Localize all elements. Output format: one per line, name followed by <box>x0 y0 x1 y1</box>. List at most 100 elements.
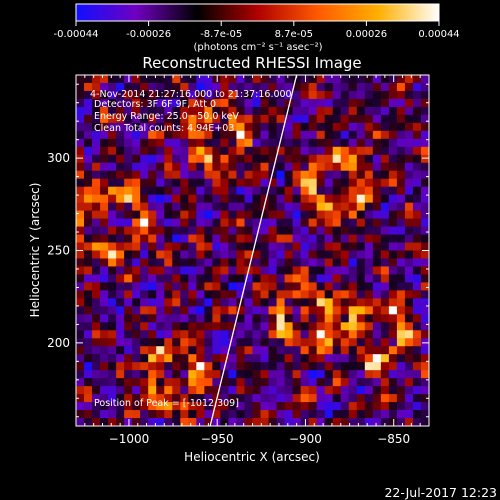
heatmap-cell <box>276 170 285 180</box>
heatmap-cell <box>204 210 213 219</box>
heatmap-cell <box>196 130 205 140</box>
heatmap-cell <box>164 242 173 251</box>
heatmap-cell <box>252 146 261 156</box>
heatmap-cell <box>260 362 269 371</box>
heatmap-cell <box>412 226 422 235</box>
heatmap-cell <box>276 122 285 132</box>
heatmap-cell <box>372 298 382 307</box>
heatmap-cell <box>108 346 117 355</box>
heatmap-cell <box>316 138 326 148</box>
heatmap-cell <box>100 402 109 411</box>
heatmap-cell <box>268 194 277 204</box>
heatmap-cell <box>164 266 173 275</box>
heatmap-cell <box>172 394 181 403</box>
heatmap-cell <box>212 330 221 339</box>
heatmap-cell <box>140 402 149 411</box>
heatmap-cell <box>404 242 414 251</box>
heatmap-cell <box>92 370 101 379</box>
heatmap-cell <box>412 258 422 267</box>
heatmap-cell <box>372 186 382 196</box>
heatmap-cell <box>388 274 398 283</box>
heatmap-cell <box>324 362 334 371</box>
heatmap-cell <box>260 98 269 108</box>
heatmap-cell <box>212 370 221 379</box>
heatmap-cell <box>308 306 318 315</box>
heatmap-cell <box>252 106 261 116</box>
heatmap-cell <box>420 82 429 92</box>
heatmap-cell <box>300 170 310 180</box>
heatmap-cell <box>348 162 358 172</box>
heatmap-cell <box>180 418 189 426</box>
heatmap-cell <box>260 410 269 419</box>
heatmap-cell <box>148 258 157 267</box>
heatmap-cell <box>124 346 133 355</box>
heatmap-cell <box>140 170 149 180</box>
heatmap-cell <box>260 394 269 403</box>
heatmap-cell <box>380 290 390 299</box>
heatmap-cell <box>84 75 93 84</box>
heatmap-cell <box>236 130 245 140</box>
heatmap-cell <box>116 266 125 275</box>
heatmap-cell <box>244 250 253 259</box>
heatmap-cell <box>284 314 294 323</box>
heatmap-cell <box>84 274 93 283</box>
heatmap-cell <box>148 362 157 371</box>
heatmap-cell <box>276 162 285 172</box>
heatmap-cell <box>188 82 197 92</box>
heatmap-cell <box>308 242 318 251</box>
heatmap-cell <box>196 410 205 419</box>
heatmap-cell <box>404 354 414 363</box>
heatmap-cell <box>164 378 173 387</box>
heatmap-cell <box>396 274 406 283</box>
heatmap-cell <box>92 82 101 92</box>
heatmap-cell <box>300 154 310 164</box>
heatmap-cell <box>212 418 221 426</box>
heatmap-cell <box>236 234 245 243</box>
heatmap-cell <box>420 75 429 84</box>
heatmap-cell <box>340 418 350 426</box>
heatmap-cell <box>292 370 302 379</box>
heatmap-cell <box>84 90 93 100</box>
heatmap-cell <box>148 106 157 116</box>
heatmap-cell <box>348 194 358 204</box>
heatmap-cell <box>396 226 406 235</box>
heatmap-cell <box>268 154 277 164</box>
heatmap-cell <box>92 410 101 419</box>
heatmap-cell <box>316 394 326 403</box>
heatmap-cell <box>220 258 229 267</box>
heatmap-cell <box>244 346 253 355</box>
heatmap-cell <box>148 410 157 419</box>
heatmap-cell <box>420 282 429 291</box>
heatmap-cell <box>164 298 173 307</box>
heatmap-cell <box>180 154 189 164</box>
heatmap-cell <box>292 106 302 116</box>
heatmap-cell <box>116 242 125 251</box>
heatmap-cell <box>396 250 406 259</box>
heatmap-cell <box>276 234 285 243</box>
heatmap-cell <box>420 410 429 419</box>
heatmap-cell <box>300 322 310 331</box>
heatmap-cell <box>420 90 429 100</box>
heatmap-cell <box>140 338 149 347</box>
heatmap-cell <box>140 282 149 291</box>
heatmap-cell <box>292 282 302 291</box>
heatmap-cell <box>332 394 342 403</box>
heatmap-cell <box>132 410 141 419</box>
heatmap-cell <box>316 370 326 379</box>
heatmap-cell <box>164 90 173 100</box>
heatmap-cell <box>340 330 350 339</box>
heatmap-cell <box>100 234 109 243</box>
heatmap-cell <box>92 386 101 395</box>
heatmap-cell <box>116 258 125 267</box>
heatmap-cell <box>332 282 342 291</box>
heatmap-cell <box>116 114 125 124</box>
plot-area <box>76 75 429 426</box>
heatmap-cell <box>76 346 85 355</box>
heatmap-cell <box>92 290 101 299</box>
heatmap-cell <box>308 178 318 188</box>
heatmap-cell <box>180 410 189 419</box>
heatmap-cell <box>396 194 406 204</box>
heatmap-cell <box>268 378 277 387</box>
heatmap-cell <box>92 106 101 116</box>
heatmap-cell <box>356 202 366 212</box>
